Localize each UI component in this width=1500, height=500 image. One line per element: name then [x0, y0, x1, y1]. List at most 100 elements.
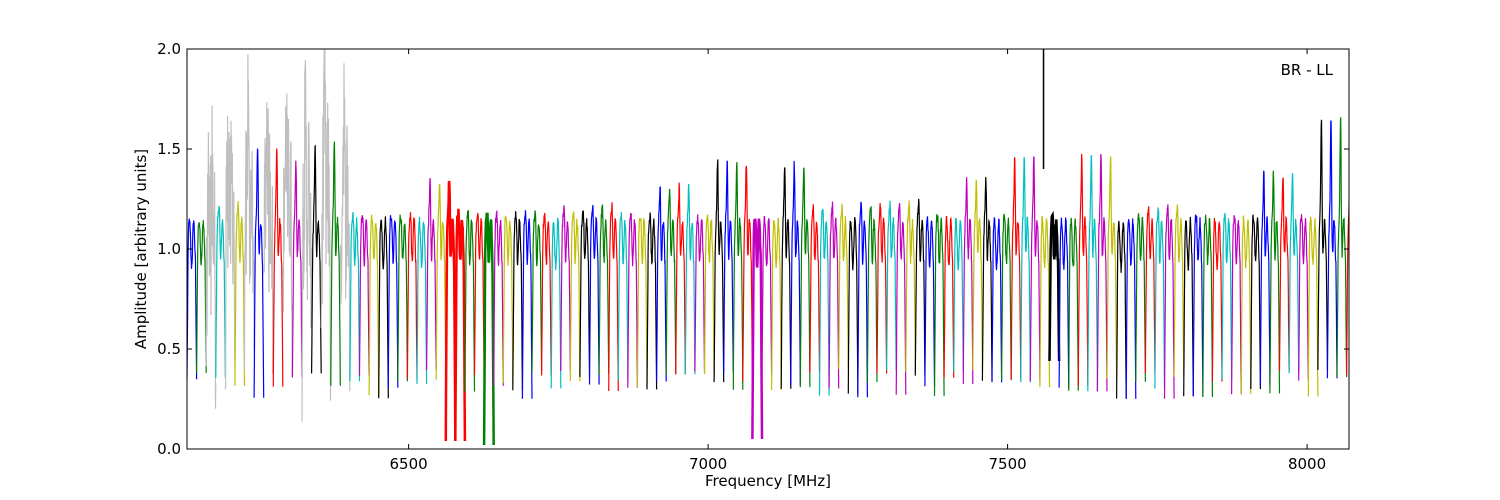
channel-trace — [215, 205, 226, 378]
channel-trace — [521, 210, 533, 399]
channel-trace — [1288, 173, 1300, 374]
channel-trace — [1039, 216, 1051, 388]
channel-trace — [1077, 153, 1089, 387]
channel-trace — [349, 211, 361, 382]
channel-trace — [914, 198, 926, 376]
channel-trace — [790, 160, 801, 386]
channel-trace — [656, 186, 667, 382]
x-tick-label: 7500 — [988, 455, 1026, 473]
channel-trace — [1154, 207, 1166, 389]
channel-trace — [761, 215, 773, 376]
channel-trace — [991, 217, 1003, 383]
x-tick-label: 7000 — [689, 455, 727, 473]
channel-trace — [569, 211, 581, 382]
y-tick-label: 1.5 — [157, 140, 181, 158]
channel-trace — [464, 210, 476, 392]
channel-trace — [205, 105, 217, 409]
channel-trace — [1317, 119, 1329, 370]
channel-trace — [1259, 170, 1271, 386]
channel-trace — [981, 176, 993, 381]
channel-trace — [454, 208, 467, 442]
channel-trace — [320, 49, 332, 401]
channel-trace — [368, 214, 380, 396]
channel-trace — [1211, 217, 1223, 382]
channel-trace — [694, 214, 706, 372]
channel-trace — [406, 212, 418, 380]
channel-trace — [387, 215, 399, 388]
channel-trace — [435, 183, 447, 380]
channel-trace — [713, 159, 725, 383]
channel-trace — [1115, 220, 1127, 399]
channel-trace — [1221, 212, 1233, 380]
channel-trace — [378, 216, 389, 399]
channel-trace — [684, 183, 696, 375]
channel-trace — [876, 203, 888, 374]
channel-trace — [598, 204, 610, 375]
channel-trace — [224, 115, 236, 390]
channel-trace — [550, 217, 562, 389]
channel-trace — [1125, 218, 1137, 399]
channel-trace — [1346, 156, 1349, 375]
channel-trace — [857, 201, 869, 398]
channel-trace — [818, 208, 830, 396]
channel-trace — [588, 204, 600, 385]
series-group — [187, 49, 1349, 446]
channel-trace — [358, 215, 370, 376]
channel-trace — [972, 179, 983, 371]
channel-trace — [646, 212, 658, 390]
x-tick-label: 6500 — [390, 455, 428, 473]
channel-trace — [866, 206, 878, 383]
channel-trace — [675, 182, 686, 375]
channel-trace — [1230, 215, 1242, 395]
channel-trace — [627, 213, 638, 388]
y-axis-label: Amplitude [arbitrary units] — [132, 149, 150, 349]
channel-trace — [253, 148, 265, 398]
channel-trace — [1336, 117, 1348, 378]
channel-trace — [291, 160, 303, 378]
channel-trace — [895, 203, 907, 395]
channel-trace — [512, 211, 523, 391]
channel-trace — [1058, 217, 1070, 388]
channel-trace — [579, 209, 591, 378]
channel-trace — [1144, 206, 1156, 374]
channel-trace — [339, 63, 351, 392]
channel-trace — [330, 141, 341, 386]
channel-trace — [1135, 213, 1146, 382]
channel-trace — [1029, 156, 1041, 382]
channel-trace — [1278, 177, 1290, 371]
channel-trace — [1048, 210, 1061, 362]
y-tick-label: 0.5 — [157, 340, 181, 358]
channel-trace — [751, 218, 764, 440]
channel-trace — [560, 205, 571, 372]
channel-trace — [933, 214, 945, 396]
channel-trace — [703, 214, 715, 375]
channel-trace — [1326, 120, 1338, 379]
channel-trace — [234, 201, 246, 387]
channel-trace — [1250, 214, 1261, 390]
y-tick-label: 0.0 — [157, 440, 181, 458]
channel-trace — [1068, 217, 1079, 391]
channel-trace — [1298, 214, 1309, 381]
channel-trace — [1307, 216, 1319, 397]
channel-trace — [943, 216, 955, 378]
channel-trace — [617, 212, 629, 381]
channel-trace — [723, 160, 734, 373]
channel-trace — [311, 144, 322, 374]
channel-trace — [473, 213, 485, 376]
channel-trace — [828, 201, 840, 389]
channel-trace — [636, 217, 648, 388]
channel-trace — [608, 202, 619, 392]
channel-trace — [263, 102, 274, 375]
channel-trace — [905, 200, 916, 373]
channel-trace — [770, 217, 782, 390]
channel-trace — [924, 216, 936, 387]
channel-trace — [282, 93, 293, 378]
channel-trace — [426, 177, 437, 370]
channel-trace — [1240, 215, 1252, 395]
channel-trace — [272, 148, 284, 387]
x-tick-label: 8000 — [1288, 455, 1326, 473]
channel-trace — [742, 165, 753, 382]
channel-trace — [444, 180, 457, 442]
channel-trace — [1192, 214, 1204, 397]
